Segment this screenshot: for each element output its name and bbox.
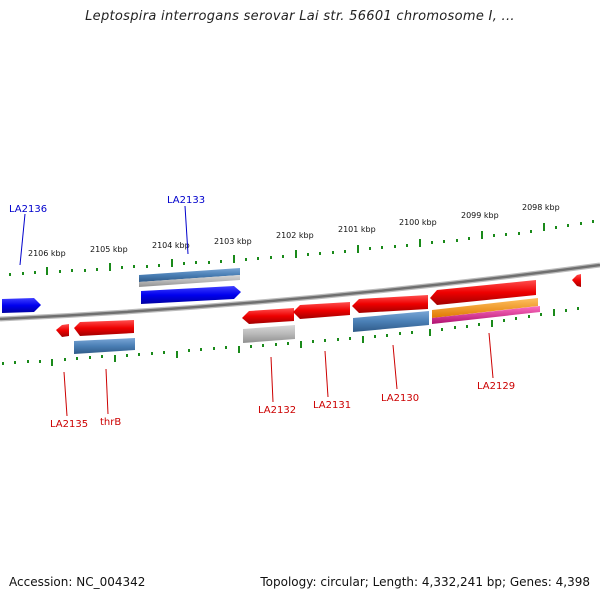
gene-label-LA2135[interactable]: LA2135 [50,419,88,430]
gene-label-LA2130[interactable]: LA2130 [381,393,419,404]
scale-label: 2100 kbp [399,218,437,227]
leader-LA2131 [324,350,329,398]
leader-thrB [105,368,109,415]
scale-label: 2102 kbp [276,231,314,240]
scale-label: 2099 kbp [461,211,499,220]
scale-label: 2101 kbp [338,225,376,234]
scale-label: 2106 kbp [28,249,66,258]
gene-thrB[interactable] [74,320,134,336]
feature-LA2132-grey [243,325,295,343]
feature-LA2129-magenta [432,306,540,324]
forward-scale [9,220,594,276]
scale-label: 2098 kbp [522,203,560,212]
gene-label-LA2136[interactable]: LA2136 [9,204,47,215]
scale-label: 2105 kbp [90,245,128,254]
gene-LA2135[interactable] [56,324,69,337]
leader-LA2129 [488,332,494,379]
gene-LA2129[interactable] [430,280,536,305]
feature-LA2133-grey [139,275,240,287]
map-title: Leptospira interrogans serovar Lai str. … [85,9,515,24]
leader-LA2135 [63,371,68,417]
reverse-scale [2,307,579,366]
gene-LA2136[interactable] [2,298,41,313]
gene-LA2130[interactable] [352,295,428,313]
gene-LA2131[interactable] [293,302,350,319]
topology-text: Topology: circular; Length: 4,332,241 bp… [260,575,590,589]
gene-label-LA2131[interactable]: LA2131 [313,400,351,411]
feature-LA2133-steel [139,268,240,282]
feature-LA2130-steel [353,311,429,332]
gene-label-LA2132[interactable]: LA2132 [258,405,296,416]
gene-label-thrB[interactable]: thrB [100,417,121,428]
leader-LA2130 [392,344,398,390]
gene-LA2133[interactable] [141,286,241,304]
accession-text: Accession: NC_004342 [9,575,146,589]
gene-label-LA2129[interactable]: LA2129 [477,381,515,392]
scale-label: 2104 kbp [152,241,190,250]
gene-edge-right[interactable] [572,274,581,287]
leader-LA2133 [184,205,189,255]
genome-backbone-core [0,263,600,321]
scale-label: 2103 kbp [214,237,252,246]
gene-label-LA2133[interactable]: LA2133 [167,195,205,206]
leader-LA2136 [19,213,26,266]
feature-LA2129-orange [432,298,538,318]
feature-thrB-steel [74,338,135,354]
gene-LA2132[interactable] [242,308,294,324]
leader-LA2132 [270,356,274,403]
